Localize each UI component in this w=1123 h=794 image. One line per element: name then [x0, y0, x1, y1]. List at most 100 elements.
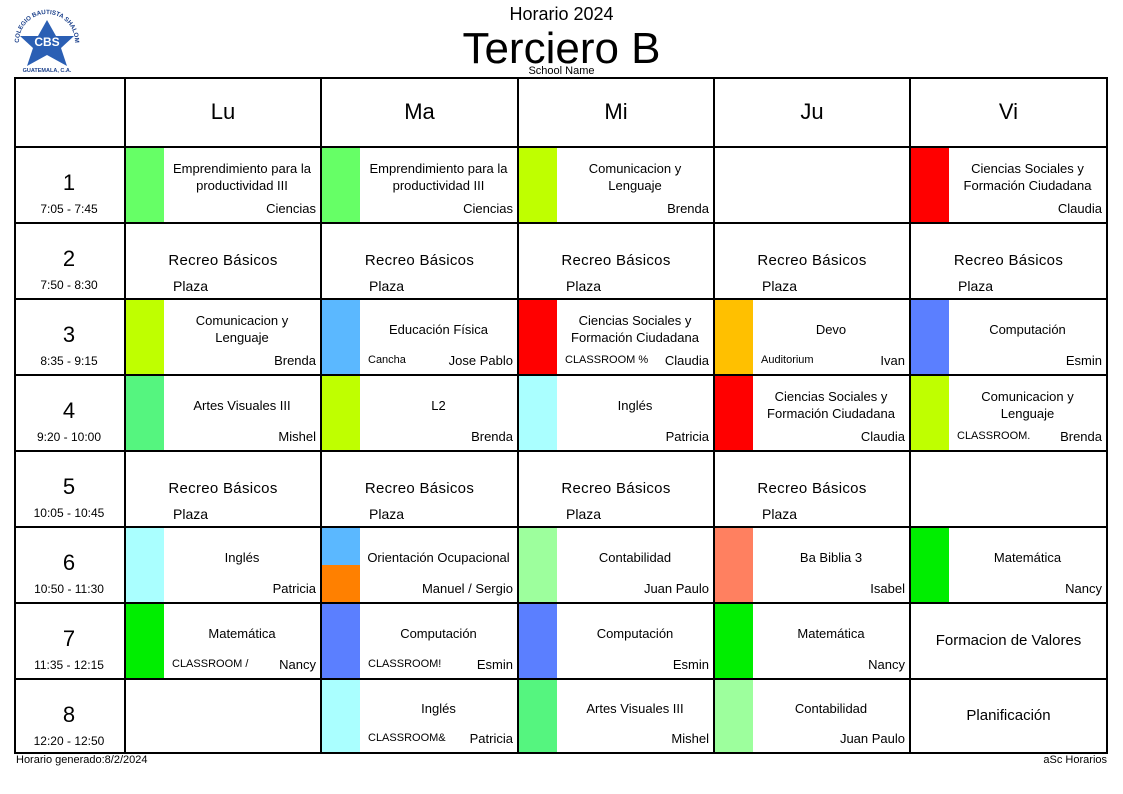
grid-row-line	[14, 450, 1108, 452]
grid-row-line	[14, 222, 1108, 224]
timetable-cell: Emprendimiento para la productividad III…	[322, 148, 517, 222]
subject-name: Emprendimiento para la productividad III	[172, 161, 312, 193]
timetable-cell: Artes Visuales III Mishel	[126, 376, 320, 450]
timetable-cell: Recreo Básicos Plaza	[322, 452, 517, 526]
subject-name: Computación	[989, 321, 1066, 337]
class-title: Terciero B	[462, 24, 661, 73]
recess-title: Recreo Básicos	[561, 480, 671, 497]
subject-color-swatch	[322, 680, 360, 752]
teacher-name: Claudia	[860, 429, 905, 444]
period-label: 2 7:50 - 8:30	[14, 222, 124, 298]
period-label: 8 12:20 - 12:50	[14, 678, 124, 752]
subject-color-swatch	[715, 680, 753, 752]
subject-name: Comunicacion y Lenguaje	[981, 389, 1074, 421]
teacher-name: Patricia	[665, 429, 709, 444]
timetable-cell: Inglés Patricia	[519, 376, 713, 450]
teacher-name: Ciencias	[266, 201, 316, 216]
day-header: Lu	[210, 98, 236, 124]
timetable-cell: Computación CLASSROOM! Esmin	[322, 604, 517, 678]
timetable-cell	[715, 148, 909, 222]
timetable-cell: Contabilidad Juan Paulo	[715, 680, 909, 752]
timetable-cell: L2 Brenda	[322, 376, 517, 450]
teacher-name: Patricia	[272, 581, 316, 596]
generated-date: Horario generado:8/2/2024	[16, 754, 148, 766]
subject-name: Computación	[400, 625, 477, 641]
subject-color-swatch	[715, 300, 753, 374]
subject-name: Computación	[596, 625, 674, 641]
period-number: 2	[62, 246, 76, 271]
subject-color-swatch	[322, 565, 360, 602]
subject-color-swatch	[715, 528, 753, 602]
timetable-cell: Artes Visuales III Mishel	[519, 680, 713, 752]
recess-place: Plaza	[173, 278, 209, 294]
period-time: 7:05 - 7:45	[40, 202, 98, 216]
period-time: 11:35 - 12:15	[34, 658, 104, 672]
timetable-cell: Recreo Básicos Plaza	[126, 452, 320, 526]
period-label: 5 10:05 - 10:45	[14, 450, 124, 526]
subject-color-swatch	[126, 300, 164, 374]
timetable-cell: Matemática Nancy	[911, 528, 1106, 602]
timetable-cell	[911, 452, 1106, 526]
grid-row-line	[14, 77, 1108, 79]
teacher-name: Ciencias	[463, 201, 513, 216]
teacher-name: Ivan	[880, 353, 905, 368]
timetable-cell: Recreo Básicos Plaza	[911, 224, 1106, 298]
grid-row-line	[14, 298, 1108, 300]
subject-color-swatch	[519, 376, 557, 450]
timetable-cell: Ciencias Sociales y Formación Ciudadana C…	[519, 300, 713, 374]
timetable-cell: Ciencias Sociales y Formación Ciudadana C…	[911, 148, 1106, 222]
subject-color-swatch	[322, 604, 360, 678]
subject-name: Comunicacion y Lenguaje	[195, 313, 289, 345]
recess-place: Plaza	[958, 278, 994, 294]
grid-column-line	[320, 77, 322, 754]
timetable-cell: Planificación	[911, 680, 1106, 752]
subject-color-swatch	[126, 528, 164, 602]
period-label: 6 10:50 - 11:30	[14, 526, 124, 602]
school-name: School Name	[528, 65, 595, 77]
grid-row-line	[14, 752, 1108, 754]
timetable-grid: Lu Ma Mi Ju Vi 1 7:05 - 7:45 2 7:50 - 8:30 3 8:35 …	[14, 77, 1108, 754]
timetable-cell: Emprendimiento para la productividad III…	[126, 148, 320, 222]
timetable-cell: Comunicacion y Lenguaje CLASSROOM. Brenda	[911, 376, 1106, 450]
recess-title: Recreo Básicos	[757, 480, 867, 497]
timetable-cell: Recreo Básicos Plaza	[519, 224, 713, 298]
teacher-name: Mishel	[278, 429, 316, 444]
subject-color-swatch	[911, 148, 949, 222]
subject-name: Ciencias Sociales y Formación Ciudadana	[571, 313, 699, 345]
timetable-cell: Inglés Patricia	[126, 528, 320, 602]
period-time: 10:50 - 11:30	[34, 582, 104, 596]
teacher-name: Esmin	[672, 657, 709, 672]
timetable-cell: Educación Física Cancha Jose Pablo	[322, 300, 517, 374]
grid-column-line	[909, 77, 911, 754]
subject-name: Orientación Ocupacional	[367, 549, 510, 565]
teacher-name: Nancy	[1065, 581, 1102, 596]
period-number: 3	[62, 322, 76, 347]
timetable-cell: Contabilidad Juan Paulo	[519, 528, 713, 602]
recess-title: Recreo Básicos	[168, 252, 278, 269]
subject-color-swatch	[911, 376, 949, 450]
timetable-cell: Recreo Básicos Plaza	[519, 452, 713, 526]
teacher-name: Mishel	[671, 731, 709, 746]
subject-name: Educación Física	[389, 321, 488, 337]
timetable-cell: Formacion de Valores	[911, 604, 1106, 678]
recess-place: Plaza	[566, 506, 602, 522]
grid-column-line	[713, 77, 715, 754]
timetable-cell: Matemática Nancy	[715, 604, 909, 678]
teacher-name: Jose Pablo	[448, 353, 513, 368]
subject-color-swatch	[322, 300, 360, 374]
teacher-name: Claudia	[664, 353, 709, 368]
teacher-name: Brenda	[1060, 429, 1102, 444]
subject-color-swatch	[322, 376, 360, 450]
day-header: Ma	[404, 98, 435, 124]
timetable-cell: Comunicacion y Lenguaje Brenda	[519, 148, 713, 222]
period-number: 8	[62, 702, 76, 727]
period-label: 4 9:20 - 10:00	[14, 374, 124, 450]
room-name: Auditorium	[761, 354, 814, 366]
subject-name: Ba Biblia 3	[799, 549, 863, 565]
timetable-cell: Comunicacion y Lenguaje Brenda	[126, 300, 320, 374]
day-header: Vi	[998, 98, 1019, 124]
school-logo: COLEGIO BAUTISTA SHALOM CBS GUATEMALA, C…	[14, 9, 80, 74]
subject-color-swatch	[322, 148, 360, 222]
grid-row-line	[14, 526, 1108, 528]
subject-name: Ciencias Sociales y Formación Ciudadana	[963, 161, 1092, 193]
